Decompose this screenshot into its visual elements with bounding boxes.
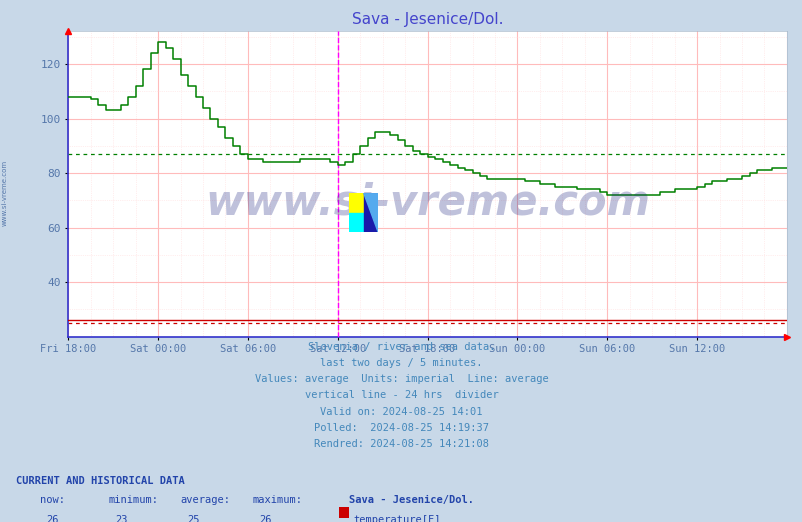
Text: last two days / 5 minutes.: last two days / 5 minutes. (320, 358, 482, 368)
Text: now:: now: (40, 495, 65, 505)
Text: Rendred: 2024-08-25 14:21:08: Rendred: 2024-08-25 14:21:08 (314, 439, 488, 449)
Text: 23: 23 (115, 515, 128, 522)
Text: 25: 25 (187, 515, 200, 522)
Text: Values: average  Units: imperial  Line: average: Values: average Units: imperial Line: av… (254, 374, 548, 384)
Polygon shape (363, 193, 378, 232)
Text: www.si-vreme.com: www.si-vreme.com (205, 181, 650, 223)
Text: vertical line - 24 hrs  divider: vertical line - 24 hrs divider (304, 390, 498, 400)
Bar (349, 213, 363, 232)
Text: maximum:: maximum: (253, 495, 302, 505)
Text: Polled:  2024-08-25 14:19:37: Polled: 2024-08-25 14:19:37 (314, 423, 488, 433)
Text: 26: 26 (47, 515, 59, 522)
Text: CURRENT AND HISTORICAL DATA: CURRENT AND HISTORICAL DATA (16, 476, 184, 486)
Bar (363, 193, 378, 232)
Text: 26: 26 (259, 515, 272, 522)
Text: average:: average: (180, 495, 230, 505)
Text: www.si-vreme.com: www.si-vreme.com (2, 160, 8, 226)
Text: Valid on: 2024-08-25 14:01: Valid on: 2024-08-25 14:01 (320, 407, 482, 417)
Text: Slovenia / river and sea data.: Slovenia / river and sea data. (307, 342, 495, 352)
Title: Sava - Jesenice/Dol.: Sava - Jesenice/Dol. (351, 13, 503, 27)
Text: minimum:: minimum: (108, 495, 158, 505)
Text: temperature[F]: temperature[F] (353, 515, 440, 522)
Bar (349, 193, 363, 213)
Text: Sava - Jesenice/Dol.: Sava - Jesenice/Dol. (349, 495, 474, 505)
